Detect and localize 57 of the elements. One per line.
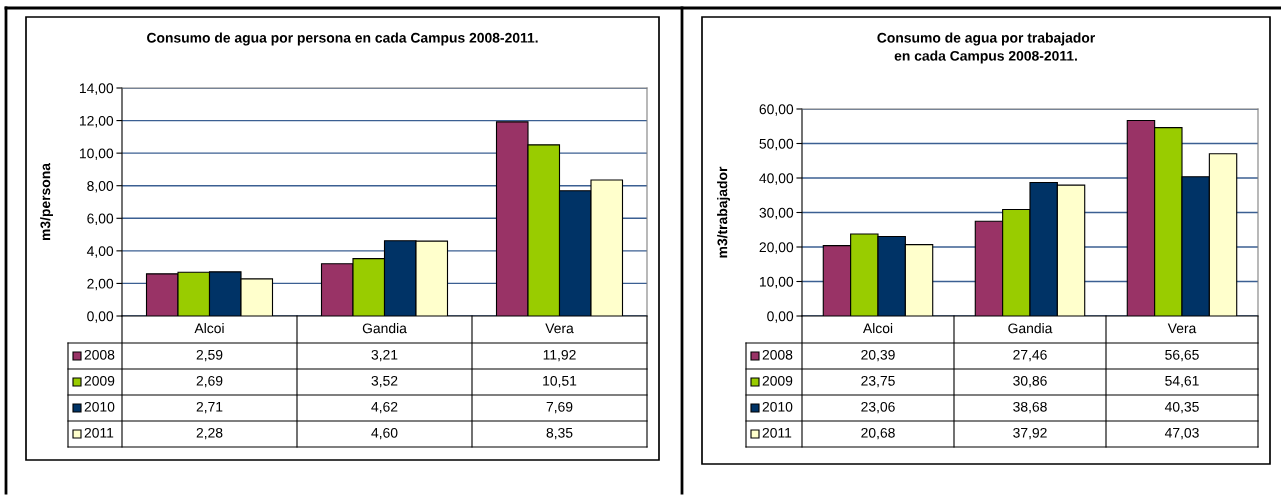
data-label: 20,68: [861, 427, 895, 440]
data-label: 10,51: [543, 375, 577, 388]
data-label: 4,60: [371, 427, 398, 440]
legend-label: 2011: [762, 427, 792, 438]
data-label: 56,65: [1165, 349, 1199, 362]
data-label: 8,35: [546, 427, 573, 440]
y-tick-label: 50,00: [759, 138, 794, 151]
legend-label: 2009: [84, 375, 115, 386]
data-label: 2,69: [196, 375, 223, 388]
data-label: 11,92: [543, 349, 576, 362]
legend-label: 2008: [84, 349, 115, 360]
data-label: 3,21: [371, 349, 398, 362]
data-label: 37,92: [1013, 427, 1047, 440]
y-tick-label: 60,00: [759, 104, 794, 116]
data-label: 2,28: [196, 427, 223, 440]
y-tick-label: 0,00: [87, 311, 114, 323]
y-tick-label: 40,00: [759, 173, 794, 185]
y-tick-label: 4,00: [86, 246, 114, 258]
legend-label: 2010: [762, 401, 793, 412]
data-label: 4,62: [371, 401, 398, 414]
data-label: 2,71: [196, 401, 223, 414]
y-tick-label: 2,00: [87, 278, 114, 291]
data-label: 40,35: [1164, 401, 1199, 414]
data-label: 7,69: [546, 401, 573, 414]
y-tick-label: 10,00: [759, 276, 794, 289]
y-tick-label: 14,00: [79, 83, 114, 95]
y-tick-label: 0,00: [767, 311, 794, 323]
legend-label: 2011: [84, 427, 114, 438]
legend-label: 2009: [762, 375, 793, 386]
x-tick-label: Vera: [545, 323, 574, 334]
data-label: 54,61: [1165, 375, 1199, 388]
x-tick-label: Gandia: [362, 323, 407, 334]
data-label: 23,06: [861, 401, 895, 414]
data-label: 3,52: [371, 375, 398, 388]
chart-title: Consumo de agua por persona en cada Campus 2008-2011.: [147, 32, 538, 46]
chart-title: Consumo de agua por trabajador en cada Campus 2008-2011.: [877, 32, 1095, 64]
legend-label: 2008: [762, 349, 793, 360]
y-axis-title: m3/persona: [40, 162, 53, 241]
legend-label: 2010: [84, 401, 115, 412]
x-tick-label: Vera: [1167, 323, 1197, 334]
data-label: 47,03: [1164, 427, 1199, 440]
y-tick-label: 10,00: [79, 148, 114, 160]
data-label: 30,86: [1013, 375, 1047, 388]
data-label: 38,68: [1013, 401, 1047, 414]
data-label: 20,39: [861, 349, 895, 362]
y-tick-label: 20,00: [759, 242, 794, 254]
x-tick-label: Gandia: [1008, 323, 1053, 334]
data-label: 2,59: [196, 349, 223, 362]
y-tick-label: 12,00: [79, 115, 114, 128]
y-tick-label: 6,00: [87, 213, 114, 226]
y-tick-label: 30,00: [759, 207, 794, 220]
x-tick-label: Alcoi: [194, 323, 224, 334]
data-label: 27,46: [1013, 349, 1047, 362]
y-tick-label: 8,00: [87, 181, 114, 193]
x-tick-label: Alcoi: [862, 323, 893, 334]
y-axis-title: m3/trabajador: [717, 166, 730, 258]
data-label: 23,75: [861, 375, 895, 388]
